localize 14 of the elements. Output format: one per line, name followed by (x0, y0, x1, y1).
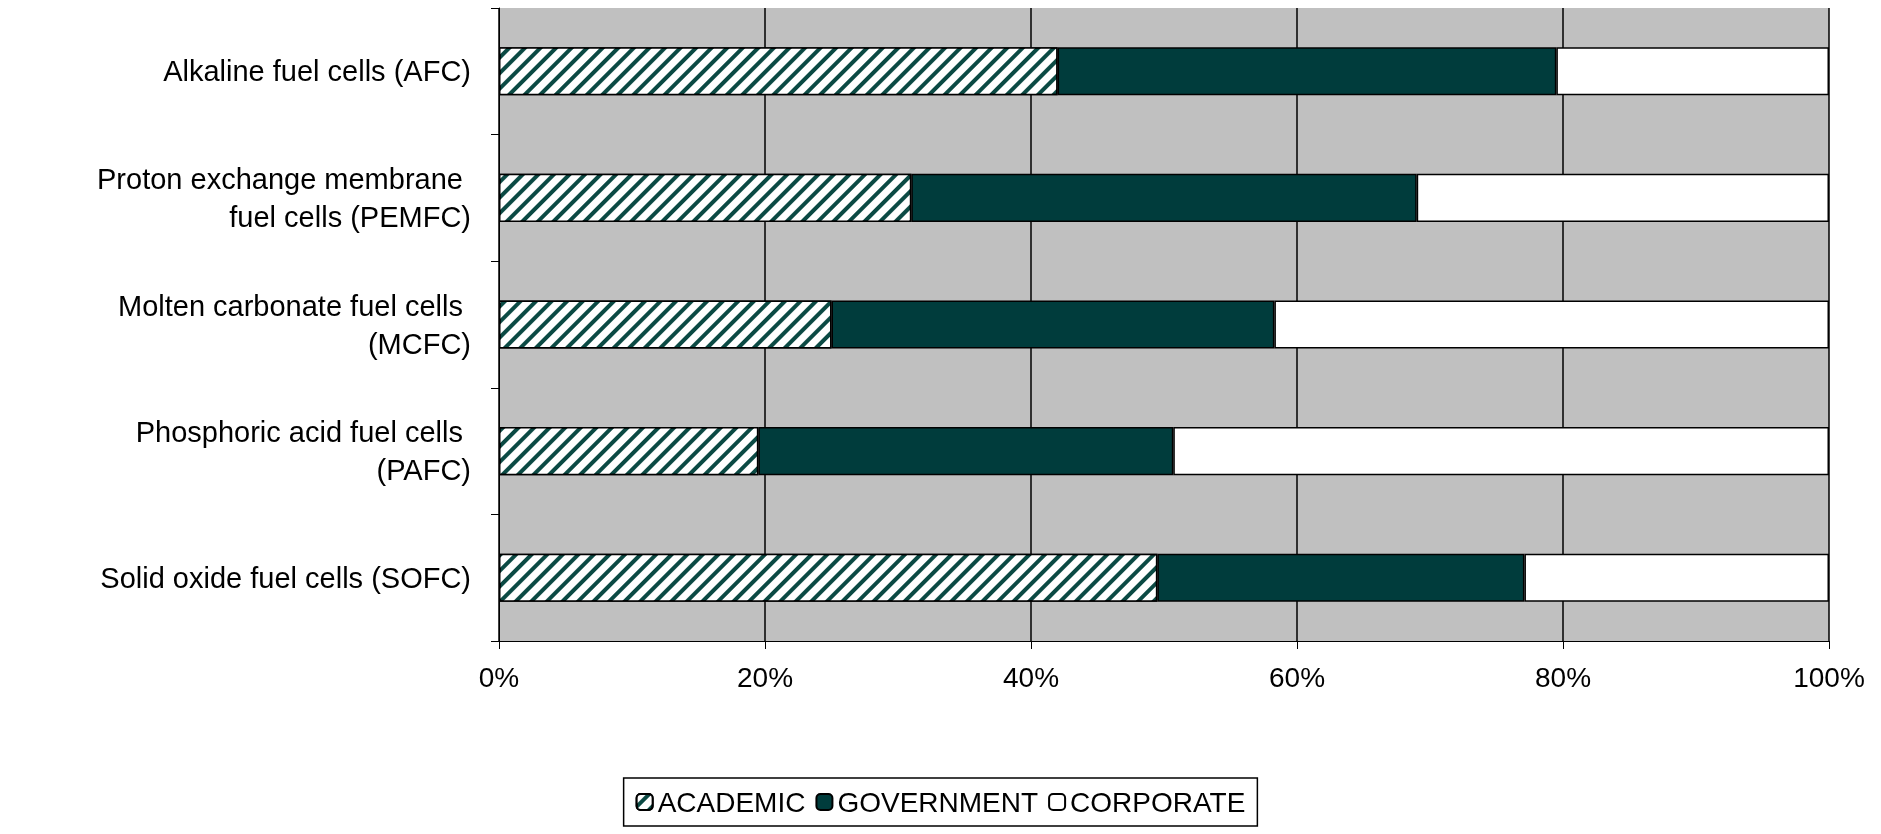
x-tick-label: 100% (1793, 661, 1865, 693)
y-tick-label: Phosphoric acid fuel cells (PAFC) (135, 416, 471, 487)
x-tick-label: 0% (478, 661, 520, 693)
legend-label: CORPORATE (1070, 786, 1246, 818)
x-tick-label: 20% (736, 661, 794, 693)
y-tick-label: Solid oxide fuel cells (SOFC) (100, 561, 471, 594)
x-tick-label: 40% (1002, 661, 1060, 693)
y-tick-label: Proton exchange membrane fuel cells (PEMFC) (97, 162, 471, 233)
x-tick-label: 60% (1268, 661, 1326, 693)
y-tick-label: Molten carbonate fuel cells (MCFC) (117, 289, 471, 360)
y-tick-label: Alkaline fuel cells (AFC) (163, 55, 471, 88)
legend-label: GOVERNMENT (837, 786, 1039, 818)
legend-label: ACADEMIC (657, 786, 806, 818)
x-tick-label: 80% (1534, 661, 1592, 693)
